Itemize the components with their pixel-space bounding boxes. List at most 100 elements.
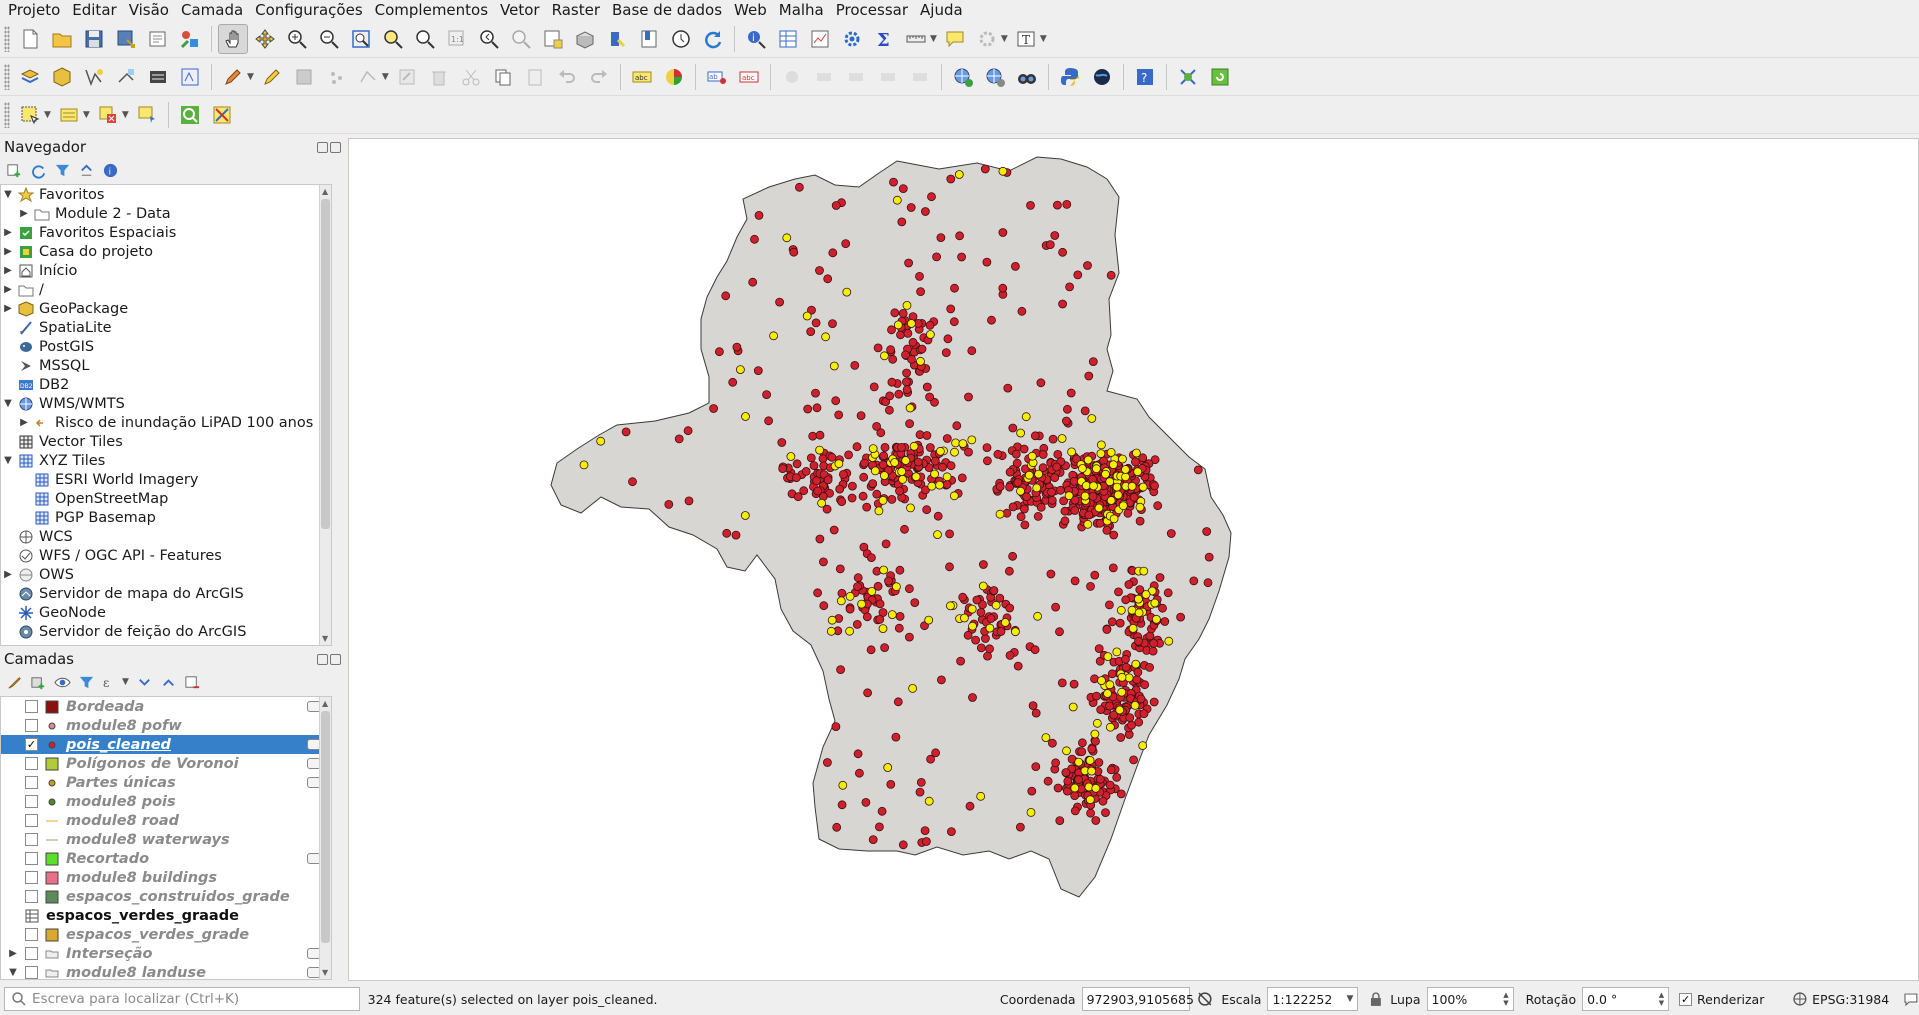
- python-console-button[interactable]: [1055, 62, 1085, 92]
- collapsed-arrow-icon[interactable]: ▶: [20, 417, 28, 428]
- map-svg[interactable]: [349, 139, 1918, 980]
- menu-camada[interactable]: Camada: [180, 1, 244, 19]
- browser-item-ows[interactable]: ▶ OWS: [1, 565, 331, 584]
- browser-item-pgp-basemap[interactable]: PGP Basemap: [1, 508, 331, 527]
- browser-item-favoritos-espaciais[interactable]: ▶ Favoritos Espaciais: [1, 223, 331, 242]
- add-point-button[interactable]: [321, 62, 351, 92]
- layer-item-espacos-construidos-grade[interactable]: espacos_construidos_grade: [1, 887, 331, 906]
- collapsed-arrow-icon[interactable]: ▶: [4, 227, 12, 238]
- browser-item-xyz-tiles[interactable]: ▼ XYZ Tiles: [1, 451, 331, 470]
- map-settings-button[interactable]: [972, 24, 1002, 54]
- crs-globe-icon[interactable]: [1792, 991, 1808, 1007]
- crs-label[interactable]: EPSG:31984: [1812, 991, 1890, 1007]
- browser-scrollbar[interactable]: ▲ ▼: [319, 185, 331, 645]
- filter-expression-button[interactable]: ε: [100, 672, 120, 692]
- browser-item-module-2-data[interactable]: ▶ Module 2 - Data: [1, 204, 331, 223]
- locator-search[interactable]: Escreva para localizar (Ctrl+K): [4, 987, 360, 1011]
- toolbar-grip[interactable]: [4, 25, 10, 52]
- layer-labeling-button[interactable]: abc: [627, 62, 657, 92]
- pan-to-selection-button[interactable]: [250, 24, 280, 54]
- menu-raster[interactable]: Raster: [551, 1, 600, 19]
- add-wms-layer-button[interactable]: [948, 62, 978, 92]
- layer-item-espacos-verdes-grade[interactable]: espacos_verdes_grade: [1, 925, 331, 944]
- collapsed-arrow-icon[interactable]: ▶: [9, 948, 17, 959]
- browser-item-mssql[interactable]: MSSQL: [1, 356, 331, 375]
- browser-item-vector-tiles[interactable]: Vector Tiles: [1, 432, 331, 451]
- new-3d-map-button[interactable]: [570, 24, 600, 54]
- label-pin-button[interactable]: ab: [702, 62, 732, 92]
- style-manager-button[interactable]: [175, 24, 205, 54]
- new-map-view-button[interactable]: [538, 24, 568, 54]
- filter-legend-button[interactable]: [76, 672, 96, 692]
- remove-layer-button[interactable]: [183, 672, 203, 692]
- label-highlight-button[interactable]: abc: [734, 62, 764, 92]
- menu-processar[interactable]: Processar: [835, 1, 909, 19]
- browser-item-geonode[interactable]: GeoNode: [1, 603, 331, 622]
- browser-item-casa-do-projeto[interactable]: ▶ Casa do projeto: [1, 242, 331, 261]
- browser-item-spatialite[interactable]: SpatiaLite: [1, 318, 331, 337]
- filter-browser-button[interactable]: [52, 160, 72, 180]
- web-globe-button[interactable]: [1087, 62, 1117, 92]
- zoom-in-button[interactable]: [282, 24, 312, 54]
- zoom-to-selection-button[interactable]: [378, 24, 408, 54]
- layer-visibility-checkbox[interactable]: [25, 795, 38, 808]
- paste-features-button[interactable]: [520, 62, 550, 92]
- layer-visibility-checkbox[interactable]: [25, 852, 38, 865]
- browser-item-geopackage[interactable]: ▶ GeoPackage: [1, 299, 331, 318]
- browser-item-favoritos[interactable]: ▼ Favoritos: [1, 185, 331, 204]
- browser-item-wfs-ogc-api-features[interactable]: WFS / OGC API - Features: [1, 546, 331, 565]
- deselect-all-button[interactable]: [93, 100, 123, 130]
- zoom-full-button[interactable]: [346, 24, 376, 54]
- browser-item-postgis[interactable]: PostGIS: [1, 337, 331, 356]
- browser-item-risco-de-inunda-o-lipad-100-anos[interactable]: ▶ Risco de inundação LiPAD 100 anos: [1, 413, 331, 432]
- toggle-editing-button[interactable]: [257, 62, 287, 92]
- spatial-bookmark-button[interactable]: [602, 24, 632, 54]
- new-geopackage-layer-button[interactable]: [47, 62, 77, 92]
- identify-features-button[interactable]: i: [741, 24, 771, 54]
- browser-scroll-thumb[interactable]: [321, 199, 330, 529]
- temporal-controller-button[interactable]: [666, 24, 696, 54]
- zoom-last-button[interactable]: [474, 24, 504, 54]
- layer-visibility-checkbox[interactable]: [25, 833, 38, 846]
- zoom-out-button[interactable]: [314, 24, 344, 54]
- collapse-all-button[interactable]: [76, 160, 96, 180]
- select-by-value-button[interactable]: [54, 100, 84, 130]
- browser-item-wcs[interactable]: WCS: [1, 527, 331, 546]
- data-source-manager-button[interactable]: [15, 62, 45, 92]
- new-project-button[interactable]: [15, 24, 45, 54]
- zoom-to-layer-button[interactable]: [410, 24, 440, 54]
- text-annotation-button[interactable]: T: [1011, 24, 1041, 54]
- label-move-button[interactable]: [777, 62, 807, 92]
- layer-visibility-checkbox[interactable]: [25, 871, 38, 884]
- layers-scroll-thumb[interactable]: [321, 711, 330, 943]
- menu-vis-o[interactable]: Visão: [128, 1, 169, 19]
- pan-map-button[interactable]: [218, 23, 248, 54]
- layer-item-pol-gonos-de-voronoi[interactable]: Polígonos de Voronoi: [1, 754, 331, 773]
- menu-complementos[interactable]: Complementos: [374, 1, 489, 19]
- menu-malha[interactable]: Malha: [778, 1, 824, 19]
- zoom-native-button[interactable]: 1:1: [442, 24, 472, 54]
- save-as-button[interactable]: [111, 24, 141, 54]
- layer-item-module8-road[interactable]: module8 road: [1, 811, 331, 830]
- select-location-button[interactable]: [132, 100, 162, 130]
- show-bookmarks-button[interactable]: [634, 24, 664, 54]
- collapsed-arrow-icon[interactable]: ▶: [4, 265, 12, 276]
- menu-ajuda[interactable]: Ajuda: [920, 1, 963, 19]
- add-wcs-layer-button[interactable]: [1012, 62, 1042, 92]
- render-checkbox[interactable]: ✓: [1679, 992, 1692, 1006]
- label-rotate-button[interactable]: [809, 62, 839, 92]
- print-layout-button[interactable]: [143, 24, 173, 54]
- collapsed-arrow-icon[interactable]: ▶: [4, 284, 12, 295]
- cut-features-button[interactable]: [456, 62, 486, 92]
- expanded-arrow-icon[interactable]: ▼: [9, 967, 17, 978]
- help-button[interactable]: ?: [1130, 62, 1160, 92]
- toolbar-grip[interactable]: [4, 63, 10, 90]
- layer-visibility-checkbox[interactable]: [25, 966, 38, 979]
- save-edits-button[interactable]: [289, 62, 319, 92]
- menu-web[interactable]: Web: [734, 1, 767, 19]
- scale-combobox[interactable]: 1:122252 ▼: [1267, 987, 1359, 1011]
- layer-item-partes-nicas[interactable]: Partes únicas: [1, 773, 331, 792]
- manage-visibility-button[interactable]: [52, 672, 72, 692]
- magnifier-spinbox[interactable]: 100% ▲ ▼: [1426, 987, 1514, 1011]
- coordinate-field[interactable]: 972903,9105685: [1081, 987, 1194, 1011]
